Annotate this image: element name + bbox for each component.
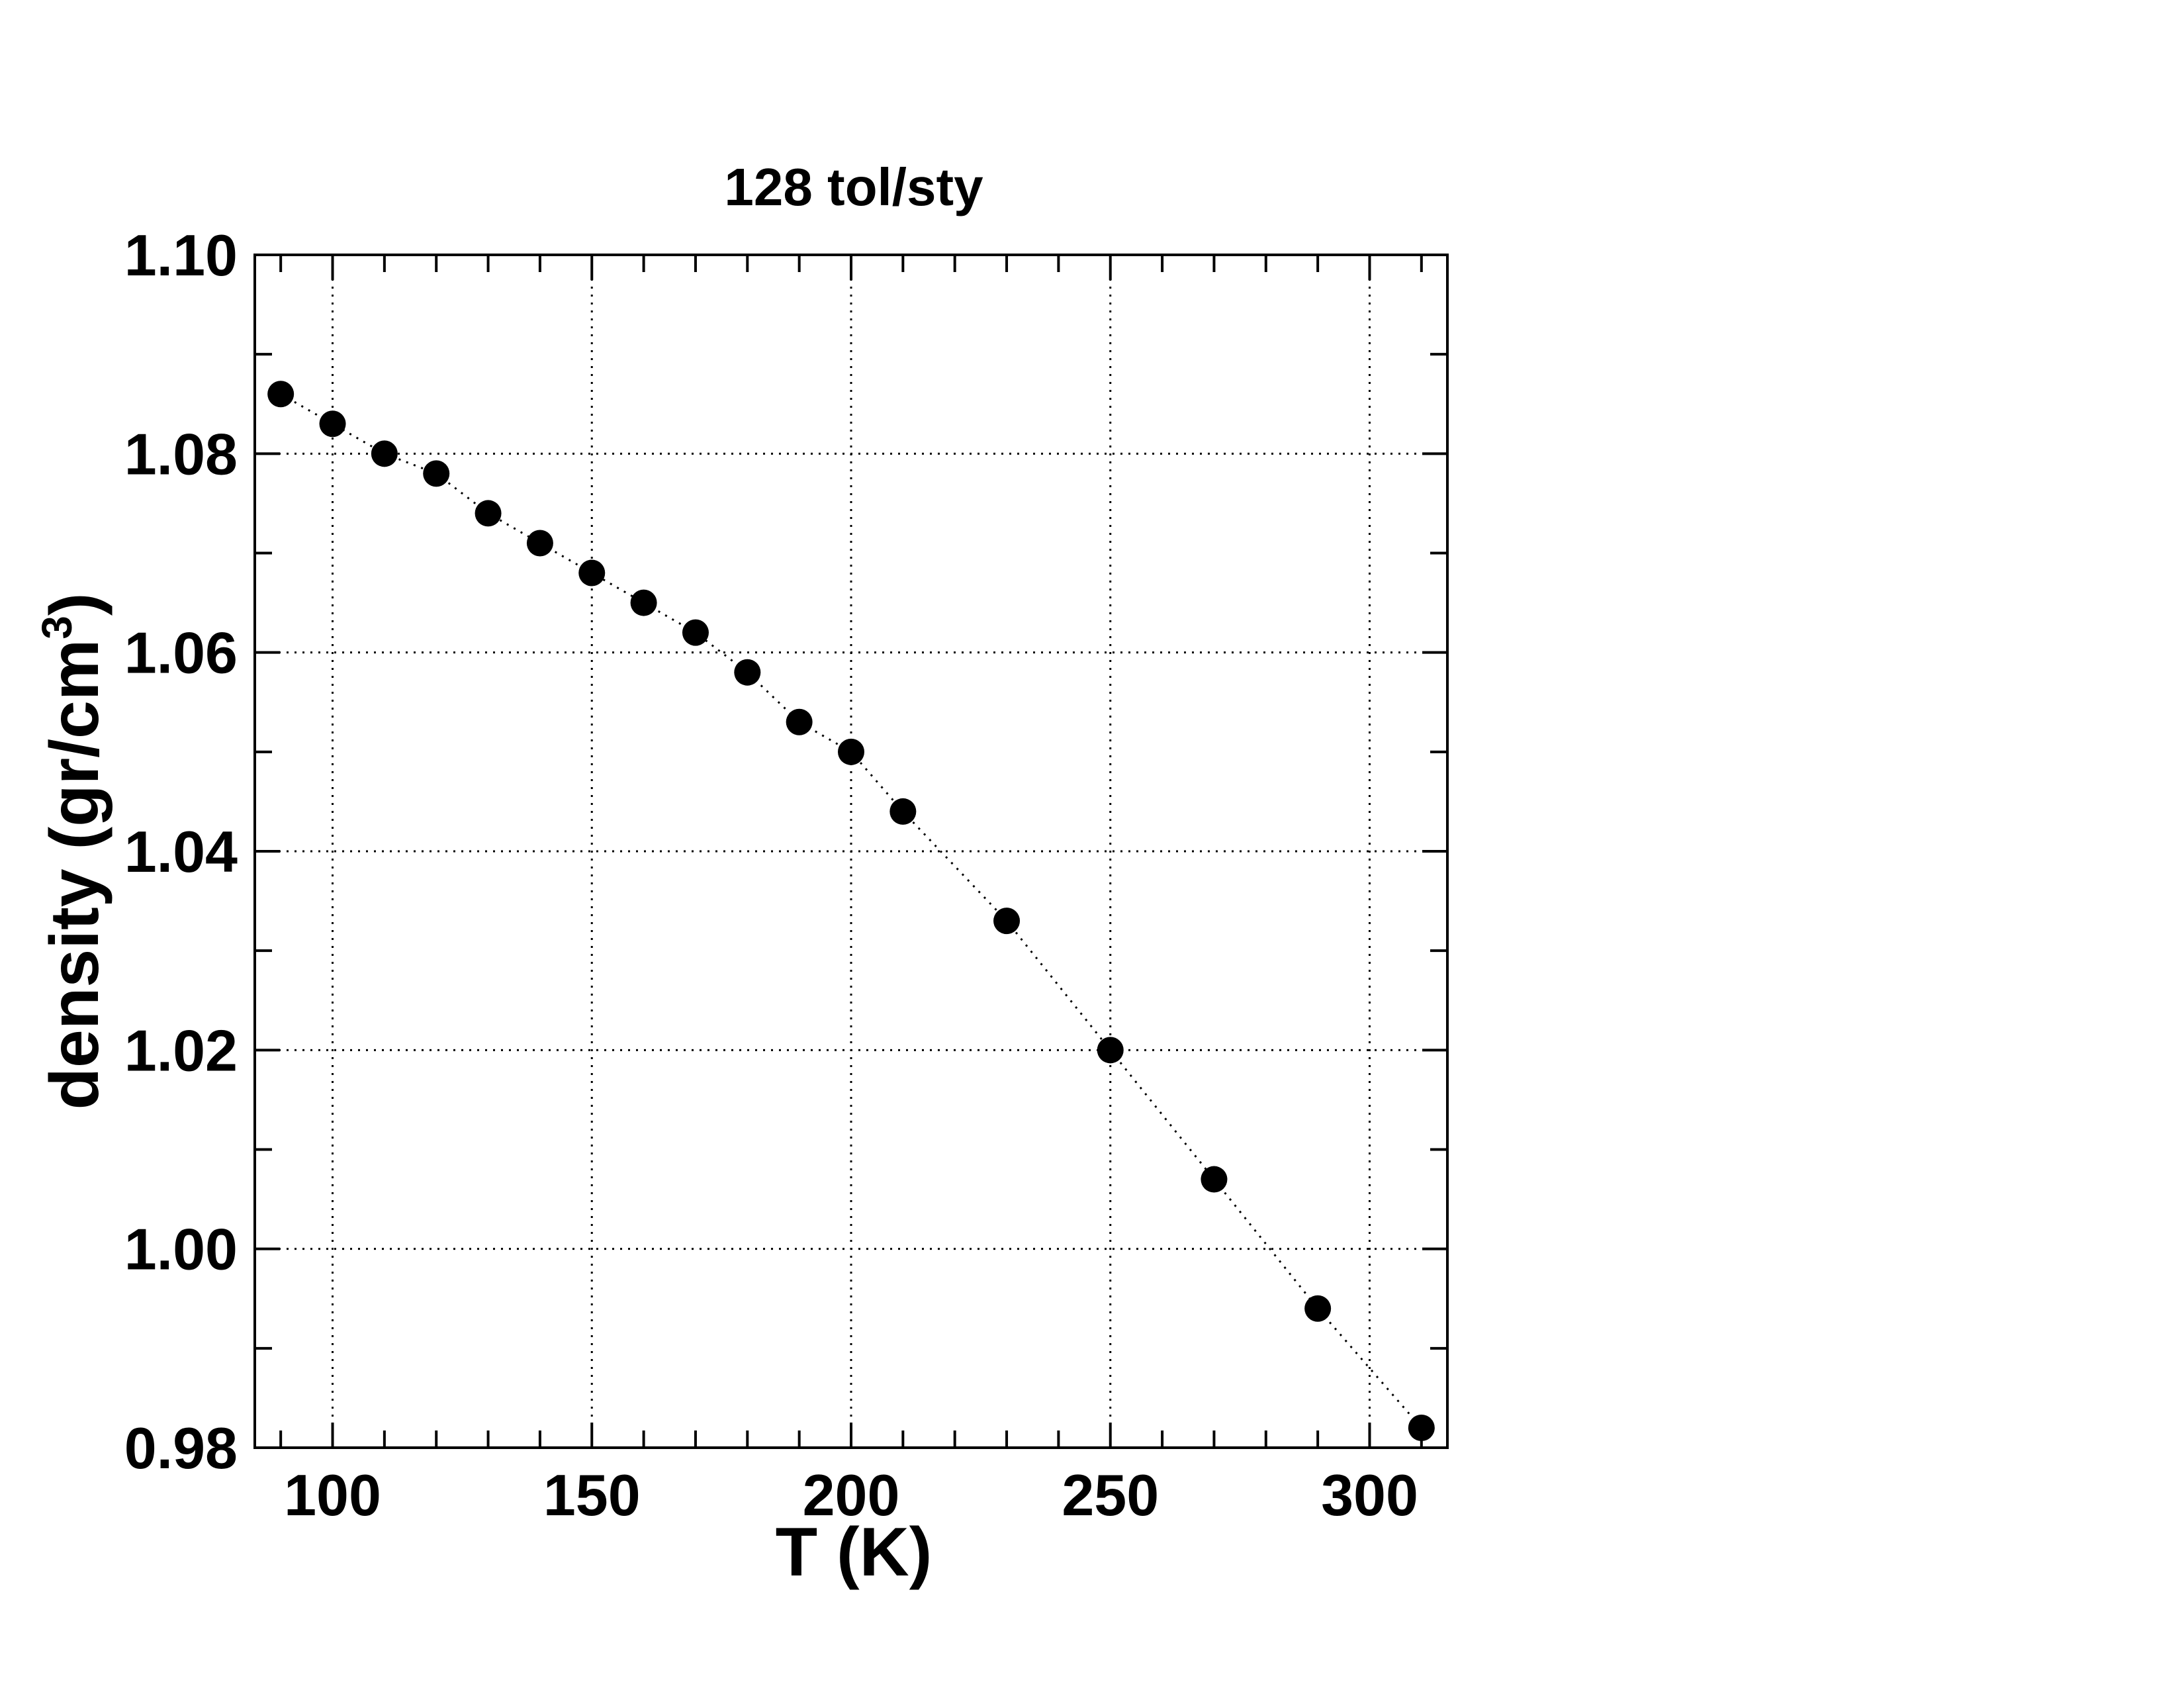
- y-tick-label: 1.10: [124, 222, 238, 288]
- data-points: [267, 381, 1435, 1441]
- x-tick-labels: 100 150 200 250 300: [284, 1462, 1418, 1528]
- x-tick-label: 150: [543, 1462, 641, 1528]
- y-axis-label: density (gr/cm3): [33, 592, 113, 1109]
- data-point: [319, 410, 346, 438]
- x-tick-label: 200: [803, 1462, 900, 1528]
- data-point: [734, 659, 761, 686]
- y-tick-label: 1.04: [124, 819, 238, 884]
- data-point: [1097, 1037, 1124, 1064]
- data-point: [423, 460, 450, 487]
- data-point: [371, 440, 398, 467]
- y-tick-label: 1.08: [124, 421, 238, 487]
- axis-ticks: [255, 254, 1447, 1449]
- data-point: [526, 530, 553, 557]
- data-point: [475, 500, 502, 527]
- data-point: [682, 619, 709, 646]
- y-tick-labels: 0.98 1.00 1.02 1.04 1.06 1.08 1.10: [124, 222, 238, 1481]
- data-point: [1201, 1166, 1228, 1193]
- chart-title: 128 tol/sty: [724, 158, 983, 216]
- data-point: [1304, 1295, 1332, 1322]
- data-point: [578, 559, 606, 586]
- x-axis-label: T (K): [776, 1514, 933, 1591]
- data-point: [1408, 1414, 1435, 1441]
- data-point: [993, 908, 1021, 935]
- y-axis-label-superscript: 3: [33, 616, 81, 639]
- y-axis-label-close: ): [36, 592, 113, 616]
- data-point: [838, 738, 864, 765]
- data-point: [889, 798, 917, 825]
- data-point: [630, 589, 657, 616]
- y-tick-label: 1.02: [124, 1017, 238, 1083]
- grid-lines: [255, 255, 1447, 1448]
- x-tick-label: 100: [284, 1462, 381, 1528]
- x-tick-label: 300: [1321, 1462, 1418, 1528]
- x-tick-label: 250: [1062, 1462, 1159, 1528]
- data-point: [786, 708, 813, 735]
- plot-frame: [253, 254, 1449, 1449]
- y-tick-label: 0.98: [124, 1415, 238, 1481]
- y-axis-label-main: density (gr/cm: [36, 639, 113, 1110]
- y-tick-label: 1.00: [124, 1217, 238, 1282]
- y-tick-label: 1.06: [124, 620, 238, 686]
- data-point: [267, 381, 295, 408]
